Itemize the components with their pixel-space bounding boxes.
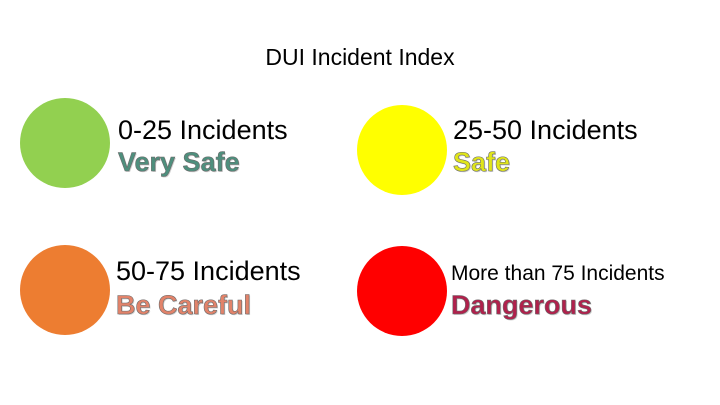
range-label: 50-75 Incidents bbox=[116, 256, 301, 286]
green-circle-icon bbox=[20, 98, 110, 188]
index-title: DUI Incident Index bbox=[265, 44, 455, 70]
range-label: 25-50 Incidents bbox=[453, 115, 638, 145]
range-label: 0-25 Incidents bbox=[118, 115, 288, 145]
level-label: Safe bbox=[453, 147, 511, 178]
level-label: Dangerous bbox=[451, 290, 593, 321]
level-label: Be Careful bbox=[116, 290, 252, 321]
orange-circle-icon bbox=[20, 245, 110, 335]
range-label: More than 75 Incidents bbox=[451, 262, 665, 285]
yellow-circle-icon bbox=[357, 105, 447, 195]
red-circle-icon bbox=[357, 246, 447, 336]
level-label: Very Safe bbox=[118, 147, 240, 178]
